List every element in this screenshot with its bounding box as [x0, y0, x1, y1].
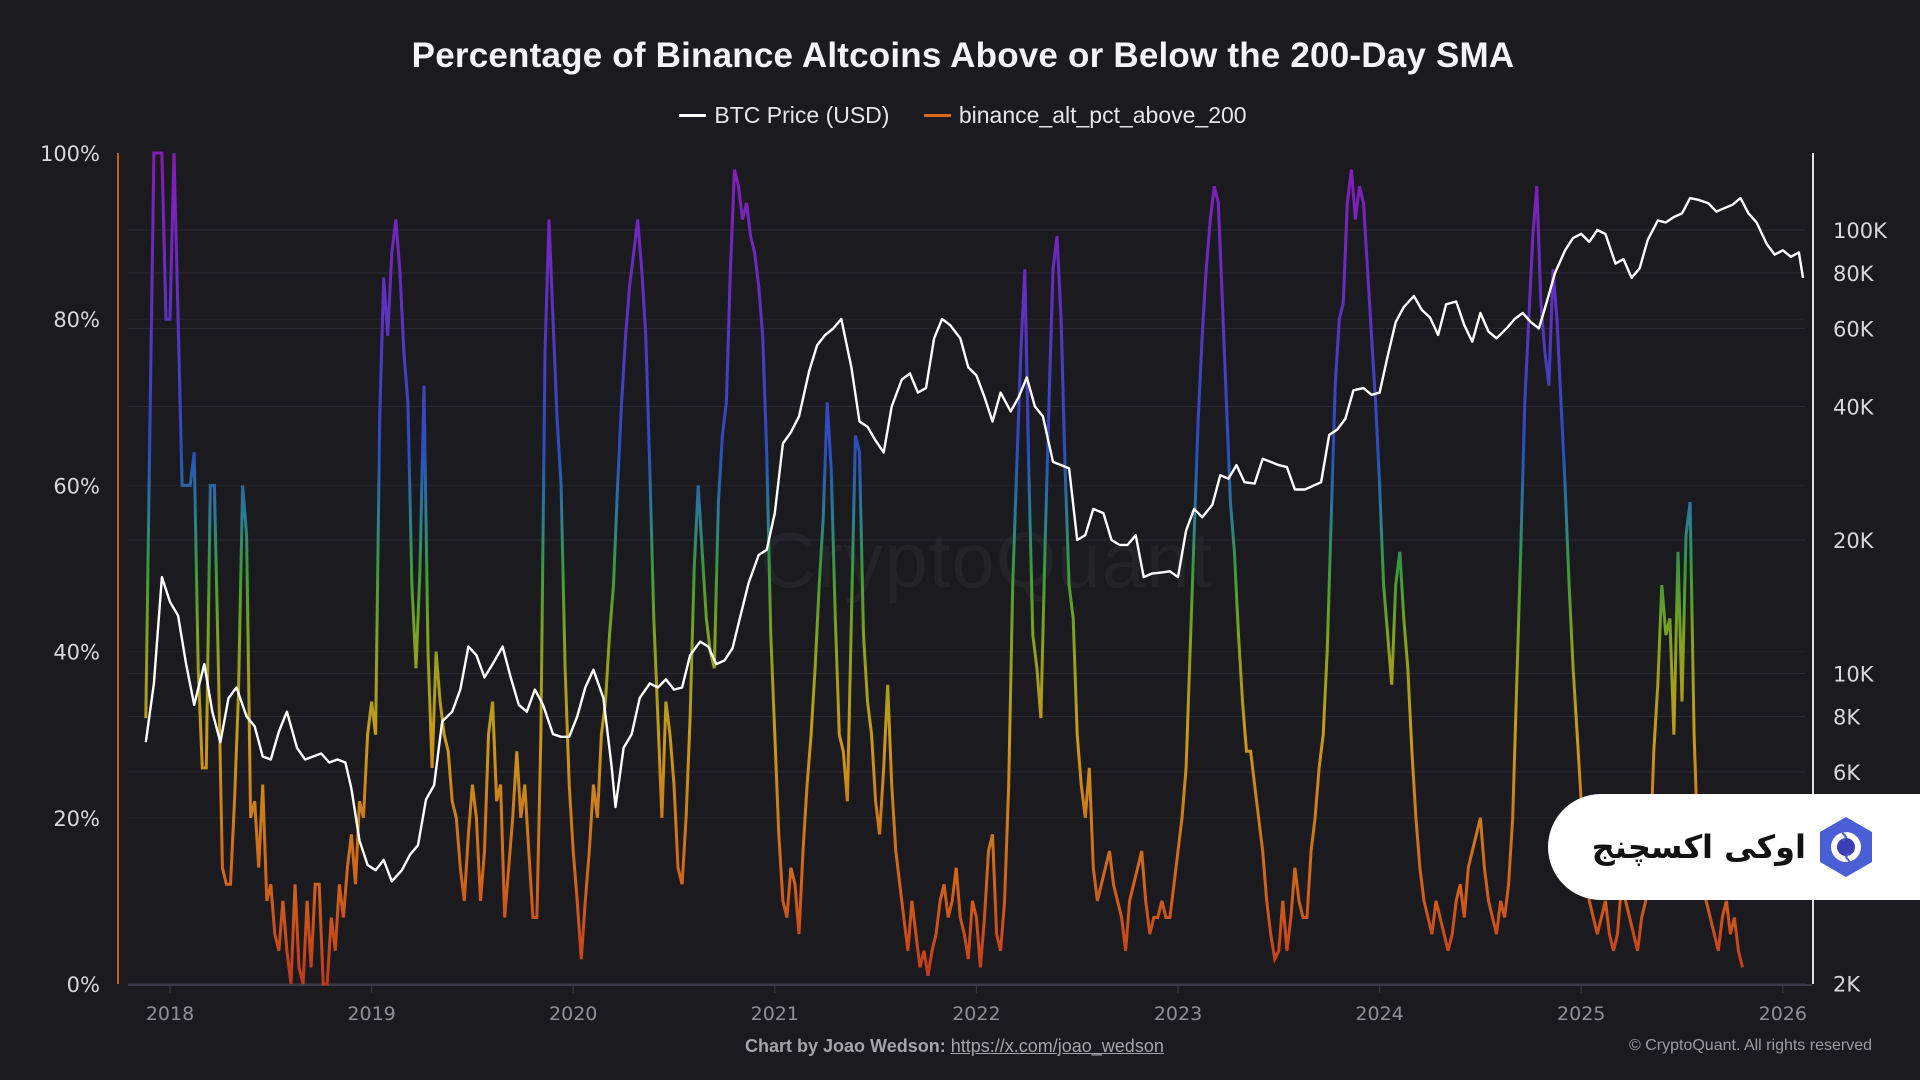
exchange-badge[interactable]: اوکی اکسچنج	[1548, 794, 1920, 900]
y-left-tick-label: 60%	[53, 474, 100, 498]
y-right-tick-label: 8K	[1833, 705, 1861, 729]
x-axis-labels: 2018 2019 2020 2021 2022 2023 2024 2025 2026	[146, 985, 1807, 1025]
legend-swatch-alt-pct	[923, 114, 951, 117]
legend: BTC Price (USD) binance_alt_pct_above_20…	[0, 96, 1920, 129]
alt-pct-line	[144, 151, 1744, 986]
legend-item-btc-price[interactable]: BTC Price (USD)	[679, 102, 889, 129]
y-axis-right-labels: 2K 6K 8K 10K 20K 40K 60K 80K 100K	[1833, 219, 1888, 997]
y-right-tick-label: 6K	[1833, 761, 1861, 785]
x-tick-label: 2022	[952, 1003, 1000, 1025]
x-tick-label: 2026	[1759, 1003, 1807, 1025]
legend-item-alt-pct[interactable]: binance_alt_pct_above_200	[923, 102, 1247, 129]
chart-title: Percentage of Binance Altcoins Above or …	[411, 36, 1515, 75]
credit-label: Chart by Joao Wedson:	[745, 1036, 946, 1056]
x-tick-label: 2024	[1355, 1003, 1403, 1025]
legend-label-btc-price: BTC Price (USD)	[714, 102, 890, 128]
x-tick-label: 2021	[751, 1003, 799, 1025]
x-tick-label: 2018	[146, 1003, 194, 1025]
badge-text: اوکی اکسچنج	[1591, 828, 1806, 866]
y-left-tick-label: 0%	[67, 973, 100, 997]
okexchange-logo-icon	[1820, 817, 1872, 877]
x-tick-label: 2023	[1154, 1003, 1202, 1025]
footer-credit: Chart by Joao Wedson: https://x.com/joao…	[745, 1036, 1164, 1057]
copyright: © CryptoQuant. All rights reserved	[1629, 1037, 1872, 1054]
y-left-tick-label: 80%	[53, 308, 100, 332]
y-left-tick-label: 40%	[53, 641, 100, 665]
series-alt-pct	[144, 151, 1744, 986]
y-left-tick-label: 20%	[53, 807, 100, 831]
series-btc-price	[144, 196, 1805, 883]
credit-link[interactable]: https://x.com/joao_wedson	[950, 1036, 1164, 1056]
grid-lines	[128, 229, 1805, 985]
y-right-tick-label: 20K	[1833, 529, 1875, 553]
y-left-tick-label: 100%	[40, 142, 100, 166]
y-right-tick-label: 100K	[1833, 219, 1888, 243]
x-tick-label: 2025	[1557, 1003, 1605, 1025]
legend-swatch-btc-price	[679, 114, 707, 117]
y-right-tick-label: 80K	[1833, 262, 1875, 286]
y-right-tick-label: 40K	[1833, 395, 1875, 419]
y-right-tick-label: 2K	[1833, 973, 1861, 997]
x-tick-label: 2020	[549, 1003, 597, 1025]
btc-price-line	[144, 196, 1805, 883]
x-tick-label: 2019	[347, 1003, 395, 1025]
y-right-tick-label: 10K	[1833, 663, 1875, 687]
y-right-tick-label: 60K	[1833, 317, 1875, 341]
y-axis-left-labels: 0% 20% 40% 60% 80% 100%	[40, 142, 100, 997]
legend-label-alt-pct: binance_alt_pct_above_200	[958, 102, 1247, 128]
